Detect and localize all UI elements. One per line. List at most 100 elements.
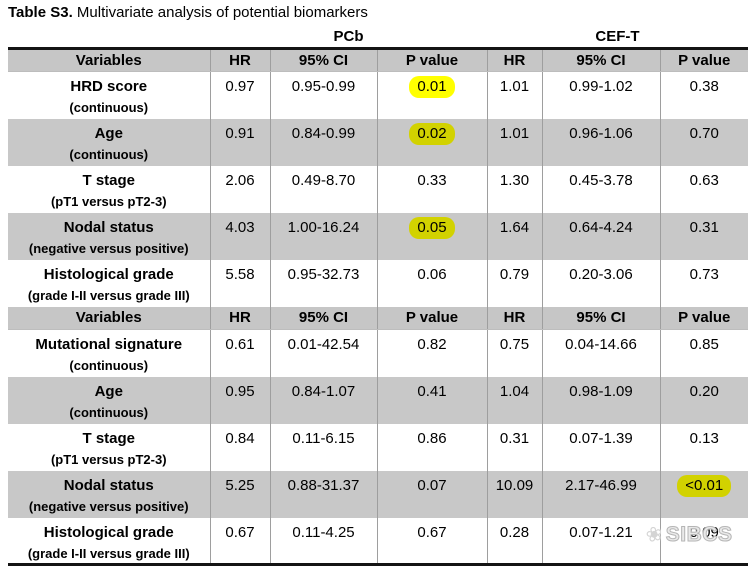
- value-cell: 0.11-4.25: [269, 517, 377, 565]
- group-header: PCb CEF-T: [8, 28, 749, 50]
- column-header: P value: [376, 306, 487, 330]
- variable-name: Age: [94, 382, 123, 400]
- value-text: 0.45-3.78: [569, 171, 633, 189]
- variable-detail: (grade I-II versus grade III): [27, 287, 190, 303]
- value-text: 0.38: [689, 78, 719, 95]
- value-text: 0.20: [689, 382, 719, 400]
- variable-name: Histological grade: [43, 523, 174, 541]
- highlighted-value: 0.02: [409, 122, 455, 145]
- value-cell: 0.95-0.99: [269, 71, 377, 119]
- value-cell: 0.75: [486, 329, 542, 377]
- variable-detail: (continuous): [69, 100, 149, 115]
- value-text: 1.00-16.24: [287, 218, 360, 236]
- table-row: Histological grade (grade I-II versus gra…: [8, 259, 749, 307]
- value-cell: 1.04: [486, 376, 542, 424]
- value-cell: 0.84-1.07: [269, 376, 377, 424]
- value-text: 5.25: [225, 476, 255, 494]
- value-cell: 0.84-0.99: [269, 118, 377, 166]
- table-row: T stage (pT1 versus pT2-3) 0.84 0.11-6.15 0.…: [8, 423, 749, 471]
- value-cell: 0.49-8.70: [269, 165, 377, 213]
- value-cell: 0.63: [659, 165, 749, 213]
- value-cell: 0.07-1.39: [541, 423, 660, 471]
- value-cell: 0.82: [376, 329, 487, 377]
- value-text: 0.73: [689, 265, 719, 283]
- value-text: 0.61: [225, 336, 255, 353]
- value-text: 0.96-1.06: [569, 124, 633, 142]
- value-text: 0.67: [225, 523, 255, 541]
- variable-name: Mutational signature: [35, 336, 183, 353]
- table-row: HRD score (continuous) 0.97 0.95-0.99 0.01 1.…: [8, 71, 749, 119]
- variable-cell: Age (continuous): [8, 119, 210, 166]
- value-text: 0.13: [689, 429, 719, 447]
- value-text: 0.33: [417, 171, 447, 189]
- value-text: 0.98-1.09: [569, 382, 633, 400]
- value-text: 1.64: [499, 218, 530, 236]
- group-header-ceft: CEF-T: [487, 28, 749, 50]
- value-text: 5.58: [225, 265, 255, 283]
- variable-cell: Age (continuous): [8, 377, 210, 424]
- variable-detail: (negative versus positive): [28, 498, 189, 514]
- value-cell: 1.30: [486, 165, 542, 213]
- value-cell: 0.95: [209, 376, 270, 424]
- value-text: 0.97: [225, 78, 255, 95]
- value-text: 0.11-4.25: [292, 523, 355, 541]
- value-text: 2.06: [225, 171, 255, 189]
- value-cell: 0.70: [659, 118, 749, 166]
- value-cell: 0.31: [486, 423, 542, 471]
- table-row: Nodal status (negative versus positive) 5.…: [8, 470, 749, 518]
- column-header: HR: [209, 48, 270, 72]
- table-title-number: Table S3.: [8, 4, 73, 21]
- value-cell: 0.96-1.06: [541, 118, 660, 166]
- value-cell: 0.41: [376, 376, 487, 424]
- value-text: 2.17-46.99: [565, 476, 637, 494]
- value-cell: 2.17-46.99: [541, 470, 660, 518]
- value-text: 1.01: [499, 78, 530, 95]
- value-cell: 2.06: [209, 165, 270, 213]
- table-title-text: Multivariate analysis of potential bioma…: [72, 4, 368, 21]
- column-header: 95% CI: [269, 306, 377, 330]
- value-cell: 0.67: [209, 517, 270, 565]
- value-cell: 0.84: [209, 423, 270, 471]
- value-cell: 0.33: [376, 165, 487, 213]
- variable-cell: Histological grade (grade I-II versus gra…: [8, 260, 210, 307]
- value-cell: 0.01: [376, 71, 487, 119]
- variable-name: Histological grade: [43, 265, 174, 283]
- value-text: 0.28: [499, 523, 530, 541]
- value-text: 0.75: [499, 336, 530, 353]
- variable-detail: (pT1 versus pT2-3): [50, 451, 167, 467]
- value-text: 0.09: [689, 523, 719, 541]
- table-row: Age (continuous) 0.91 0.84-0.99 0.02 1.01 0.96…: [8, 118, 749, 166]
- highlighted-value: <0.01: [677, 474, 732, 497]
- group-header-pcb: PCb: [210, 28, 487, 50]
- value-cell: 1.01: [486, 71, 542, 119]
- value-cell: 0.20-3.06: [541, 259, 660, 307]
- column-header-row: Variables HR 95% CI P value HR 95% CI P value: [8, 48, 749, 72]
- value-cell: <0.01: [659, 470, 749, 518]
- table-row: Age (continuous) 0.95 0.84-1.07 0.41 1.04 0.98…: [8, 376, 749, 424]
- variable-detail: (continuous): [69, 358, 149, 373]
- table-row: Mutational signature (continuous) 0.61 0.01…: [8, 329, 749, 377]
- column-header: HR: [209, 306, 270, 330]
- value-text: 0.04-14.66: [565, 336, 637, 353]
- value-cell: 0.04-14.66: [541, 329, 660, 377]
- value-cell: 1.00-16.24: [269, 212, 377, 260]
- value-text: 0.31: [499, 429, 530, 447]
- table-body: Variables HR 95% CI P value HR 95% CI P value H…: [8, 48, 749, 565]
- variable-detail: (grade I-II versus grade III): [27, 545, 190, 561]
- variable-cell: T stage (pT1 versus pT2-3): [8, 166, 210, 213]
- variable-name: Age: [94, 124, 123, 142]
- value-text: 0.49-8.70: [291, 171, 356, 189]
- value-text: 0.88-31.37: [287, 476, 360, 494]
- group-header-empty: [8, 28, 210, 50]
- variable-cell: T stage (pT1 versus pT2-3): [8, 424, 210, 471]
- value-cell: 0.79: [486, 259, 542, 307]
- value-cell: 1.64: [486, 212, 542, 260]
- value-cell: 0.01-42.54: [269, 329, 377, 377]
- value-text: 0.84-0.99: [291, 124, 356, 142]
- value-cell: 0.06: [376, 259, 487, 307]
- value-text: 0.11-6.15: [292, 429, 355, 447]
- value-cell: 0.98-1.09: [541, 376, 660, 424]
- value-text: 0.31: [689, 218, 719, 236]
- value-text: 0.95-32.73: [287, 265, 360, 283]
- value-text: 0.41: [417, 382, 447, 400]
